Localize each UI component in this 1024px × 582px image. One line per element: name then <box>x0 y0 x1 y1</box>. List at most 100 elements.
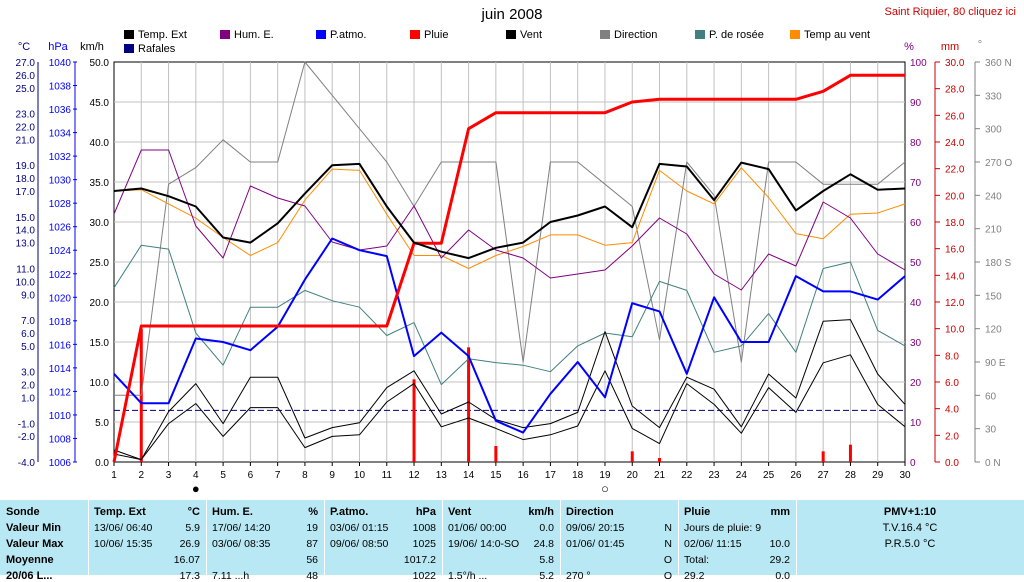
tick-label-wind: 40.0 <box>90 138 110 149</box>
tick-label-rain: 12.0 <box>945 298 965 309</box>
tick-label-rain: 16.0 <box>945 245 965 256</box>
tick-label-rain: 24.0 <box>945 138 965 149</box>
legend-label: Direction <box>614 29 657 41</box>
series-line-pluie <box>112 73 905 463</box>
tick-label-x: 17 <box>545 470 557 481</box>
stats-pluie-header: Pluie <box>684 506 711 518</box>
tick-label-x: 20 <box>627 470 639 481</box>
tick-label-pressure: 1016 <box>49 340 72 351</box>
tick-label-x: 23 <box>709 470 721 481</box>
tick-label-x: 15 <box>490 470 502 481</box>
station-link[interactable]: Saint Riquier, 80 cliquez ici <box>884 6 1016 18</box>
legend-swatch <box>124 30 134 39</box>
tick-label-temp: 19.0 <box>16 161 36 172</box>
legend-label: Vent <box>520 29 542 41</box>
tick-label-direction: 0 N <box>985 458 1001 469</box>
legend-swatch <box>316 30 326 39</box>
pmv-pr: P.R.5.0 °C <box>884 538 936 550</box>
row-label-last: 20/06 L... <box>6 570 53 582</box>
tick-label-direction: 60 <box>985 391 997 402</box>
pluie-last-value: 0.0 <box>775 570 790 582</box>
axis-title-wind: km/h <box>80 41 104 53</box>
axis-title-humidity: % <box>904 41 914 53</box>
series-line-temp-ext <box>113 161 906 260</box>
tick-label-x: 3 <box>166 470 172 481</box>
moon-phase-marker: ○ <box>601 481 609 496</box>
legend-swatch <box>220 30 230 39</box>
pmv-header: PMV+1:10 <box>883 506 937 518</box>
tick-label-temp: -1.0 <box>18 419 36 430</box>
tick-label-pressure: 1026 <box>49 223 72 234</box>
vent-last-value: 5.2 <box>539 570 554 582</box>
tick-label-x: 27 <box>818 470 830 481</box>
tick-label-direction: 300 <box>985 125 1002 136</box>
tick-label-temp: 5.0 <box>21 342 35 353</box>
tick-label-wind: 35.0 <box>90 178 110 189</box>
direction-max-value: N <box>664 538 672 550</box>
stats-sonde-header: Sonde <box>6 506 40 518</box>
direction-min-value: N <box>664 522 672 534</box>
tick-label-x: 24 <box>736 470 748 481</box>
tick-label-pressure: 1038 <box>49 82 72 93</box>
legend-swatch <box>506 30 516 39</box>
tick-label-pressure: 1034 <box>49 129 72 140</box>
tick-label-wind: 30.0 <box>90 218 110 229</box>
pluie-total-value: 29.2 <box>769 554 790 566</box>
tick-label-temp: 25.0 <box>16 84 36 95</box>
tick-label-temp: 7.0 <box>21 316 35 327</box>
temp-min-time: 13/06/ 06:40 <box>94 522 153 534</box>
hum-last-value: 48 <box>306 570 318 582</box>
direction-max-time: 01/06/ 01:45 <box>566 538 625 550</box>
tick-label-pressure: 1032 <box>49 152 72 163</box>
legend-swatch <box>695 30 705 39</box>
pluie-last-label: 29.2 <box>684 570 705 582</box>
stats-panel: Sonde Valeur Min Valeur Max Moyenne 20/0… <box>0 500 1024 582</box>
series-line-vent <box>113 354 906 461</box>
tick-label-x: 14 <box>463 470 475 481</box>
tick-label-pressure: 1040 <box>49 58 72 69</box>
axis-title-rain: mm <box>941 41 959 53</box>
tick-label-x: 12 <box>408 470 420 481</box>
tick-label-temp: 26.0 <box>16 71 36 82</box>
pluie-total-label: Total: <box>684 554 710 566</box>
tick-label-temp: 10.0 <box>16 277 36 288</box>
axis-title-temp: °C <box>18 41 30 53</box>
tick-label-rain: 10.0 <box>945 325 965 336</box>
series-line-rafales <box>113 319 906 461</box>
legend-label: Rafales <box>138 43 176 55</box>
patmo-last-value: 1022 <box>412 570 436 582</box>
daily-rain-bar <box>848 444 852 462</box>
stats-pluie: Pluie mm Jours de pluie: 9 02/06/ 11:15 … <box>678 500 797 582</box>
tick-label-rain: 20.0 <box>945 191 965 202</box>
tick-label-rain: 6.0 <box>945 378 959 389</box>
stats-sonde: Sonde Valeur Min Valeur Max Moyenne 20/0… <box>0 500 89 582</box>
tick-label-x: 8 <box>302 470 308 481</box>
stats-hum-unit: % <box>308 506 318 518</box>
tick-label-wind: 5.0 <box>95 418 109 429</box>
patmo-max-value: 1025 <box>412 538 436 550</box>
tick-label-temp: 22.0 <box>16 123 36 134</box>
series-line-temp-au-vent <box>113 167 906 269</box>
legend-swatch <box>410 30 420 39</box>
hum-max-time: 03/06/ 08:35 <box>212 538 271 550</box>
series-line-hum-e- <box>113 149 906 291</box>
tick-label-direction: 240 <box>985 191 1002 202</box>
tick-label-pressure: 1024 <box>49 246 72 257</box>
stats-temp-unit: °C <box>187 506 200 518</box>
tick-label-temp: -4.0 <box>18 458 36 469</box>
daily-rain-bar <box>821 451 825 462</box>
tick-label-x: 13 <box>436 470 448 481</box>
axis-title-pressure: hPa <box>48 41 68 53</box>
tick-label-x: 7 <box>275 470 281 481</box>
tick-label-direction: 270 O <box>985 158 1012 169</box>
series-line-p-de-ros-e <box>113 244 906 386</box>
temp-last-value: 17.3 <box>179 570 200 582</box>
tick-label-temp: 15.0 <box>16 213 36 224</box>
tick-label-direction: 180 S <box>985 258 1011 269</box>
tick-label-temp: 17.0 <box>16 187 36 198</box>
series-line-p-atmo- <box>113 237 906 434</box>
legend-label: Temp au vent <box>804 29 870 41</box>
pluie-max-value: 10.0 <box>769 538 790 550</box>
daily-rain-bar <box>630 451 634 462</box>
pluie-rain-days: Jours de pluie: 9 <box>684 522 762 534</box>
